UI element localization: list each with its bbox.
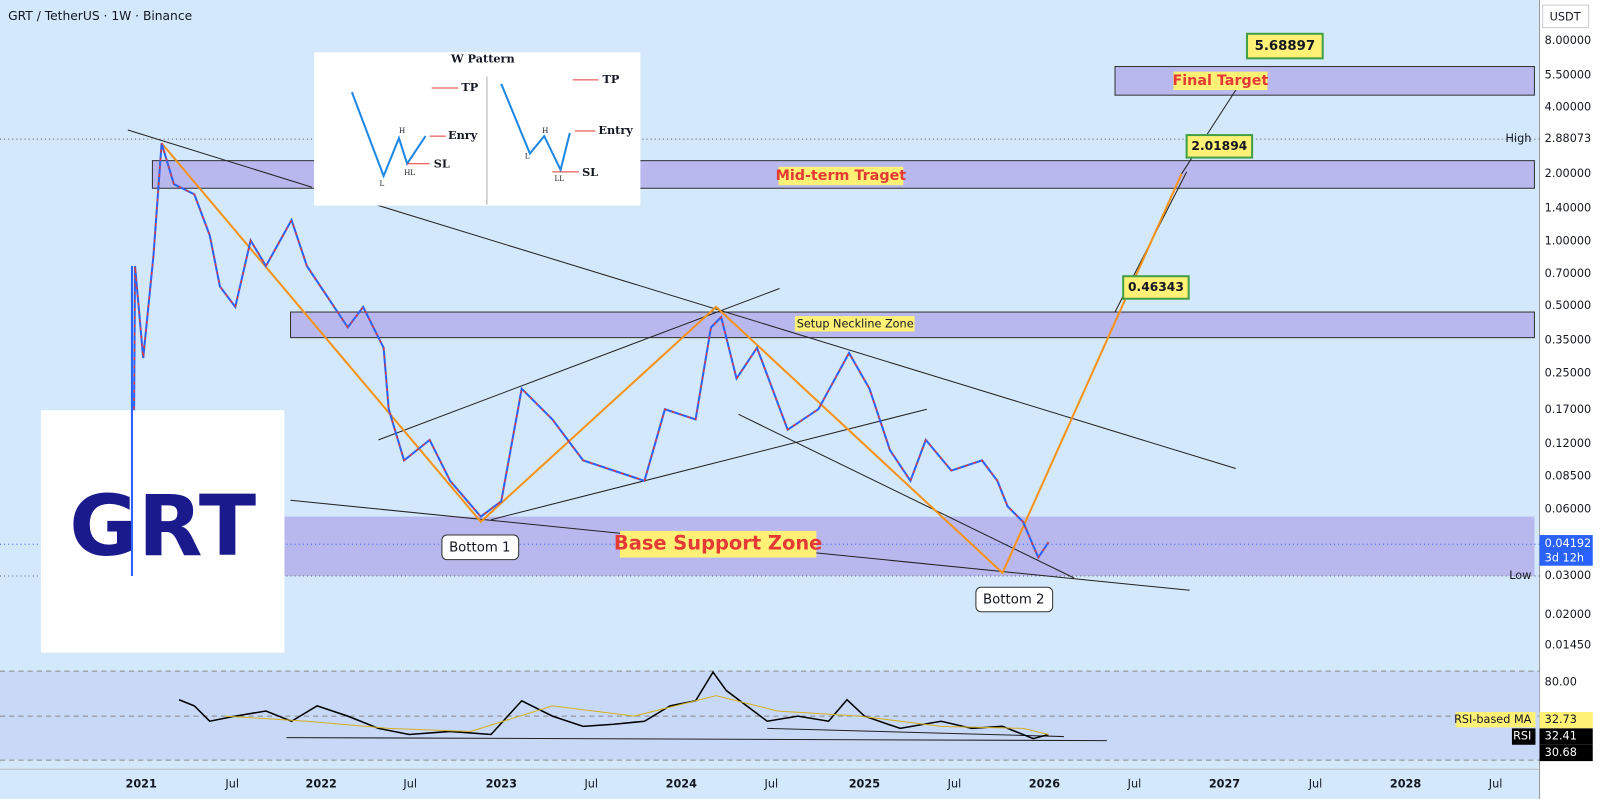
time-label: Jul [1308,778,1323,791]
symbol-title: GRT / TetherUS · 1W · Binance [8,9,192,23]
price-label: 5.50000 [1545,69,1592,82]
time-label: 2024 [666,778,697,791]
rsi-level: 80.00 [1545,675,1577,688]
w-tp-r: TP [603,72,620,86]
base-zone-label: Base Support Zone [614,532,822,555]
mid-bg [778,166,904,186]
time-label: 2022 [306,778,337,791]
w-hl: HL [404,168,415,177]
price-line [131,142,1050,573]
price-label: 4.00000 [1545,100,1592,113]
w-entry: Enry [448,128,478,142]
logo-box [40,410,285,653]
price-label: 0.70000 [1545,267,1592,280]
time-label: Jul [947,778,962,791]
low-label: Low [1509,569,1531,582]
ma-value: 32.73 [1545,713,1577,726]
logo: GRT [69,477,256,575]
ma-label: RSI-based MA [1454,713,1532,726]
mid-callout [1185,134,1254,159]
price-label: 0.25000 [1545,366,1592,379]
neckline: Setup Neckline Zone [797,317,914,330]
rsi-value: 32.41 [1545,730,1577,743]
currency: USDT [1550,10,1581,23]
time-label: 2028 [1390,778,1421,791]
time-label: 2025 [849,778,880,791]
final-callout [1245,32,1324,60]
last-price: 0.04192 [1545,537,1592,550]
price-label: 8.00000 [1545,34,1592,47]
w-right [500,83,571,173]
bottom2-box [975,586,1054,613]
rsi-label-bg [1511,728,1536,745]
price-label: 2.00000 [1545,167,1592,180]
neck-value: 0.46343 [1128,280,1184,294]
price-label: 0.12000 [1545,437,1592,450]
final-bg [1173,71,1268,91]
w-h-r: H [542,126,548,135]
ma-label-bg [1455,712,1536,728]
rsi-line [178,670,1049,740]
rsi-low-bg [1539,744,1593,762]
price-label: 0.02000 [1545,608,1592,621]
w-tp: TP [461,80,478,94]
price-label: 1.00000 [1545,234,1592,247]
currency-box [1542,4,1590,29]
time-label: Jul [1488,778,1503,791]
time-label: Jul [583,778,598,791]
price-label: 0.08500 [1545,470,1592,483]
trendlines [127,86,1239,742]
base-bg [619,530,817,558]
mid-target: Mid-term Traget [776,168,907,184]
w-sl: SL [434,157,450,171]
time-label: 2023 [486,778,517,791]
w-ll-r: LL [554,174,564,183]
final-value: 5.68897 [1255,39,1315,54]
rsi-value-bg [1539,728,1593,745]
time-label: Jul [764,778,779,791]
rsi-low: 30.68 [1545,746,1577,759]
price-label: 0.17000 [1545,403,1592,416]
w-sl-r: SL [582,165,598,179]
mid-value: 2.01894 [1191,139,1247,153]
bottom2: Bottom 2 [983,592,1044,607]
w-path [160,142,1183,575]
bottom1-box [441,534,520,561]
bottom1: Bottom 1 [449,540,510,555]
w-entry-r: Entry [598,123,633,137]
price-label: 0.35000 [1545,334,1592,347]
rsi-ma-line [225,695,1049,736]
time-label: Jul [402,778,417,791]
w-l: L [380,179,385,188]
w-l-r: L [525,152,530,161]
price-label: 1.40000 [1545,202,1592,215]
neck-callout [1122,275,1190,300]
w-h: H [399,126,405,135]
inset-levels [407,79,599,173]
w-left [350,91,427,179]
ma-value-bg [1539,712,1593,729]
countdown: 3d 12h [1545,552,1584,565]
chart-bg [0,0,1540,799]
w-title: W Pattern [450,51,515,65]
neck-bg [794,316,915,332]
time-label: 2026 [1029,778,1060,791]
final-target: Final Target [1172,73,1268,89]
time-label: Jul [224,778,239,791]
w-inset [314,52,641,206]
price-label: 0.06000 [1545,502,1592,515]
low-value: 0.03000 [1545,569,1592,582]
price-axis-bg [1539,0,1604,799]
time-label: 2021 [126,778,157,791]
time-label: Jul [1127,778,1142,791]
last-box [1539,535,1593,566]
price-label: 0.01450 [1545,639,1592,652]
time-label: 2027 [1209,778,1240,791]
high-label: High [1506,132,1532,145]
high-value: 2.88073 [1545,132,1592,145]
rsi-label: RSI [1513,730,1531,743]
price-label: 0.50000 [1545,299,1592,312]
